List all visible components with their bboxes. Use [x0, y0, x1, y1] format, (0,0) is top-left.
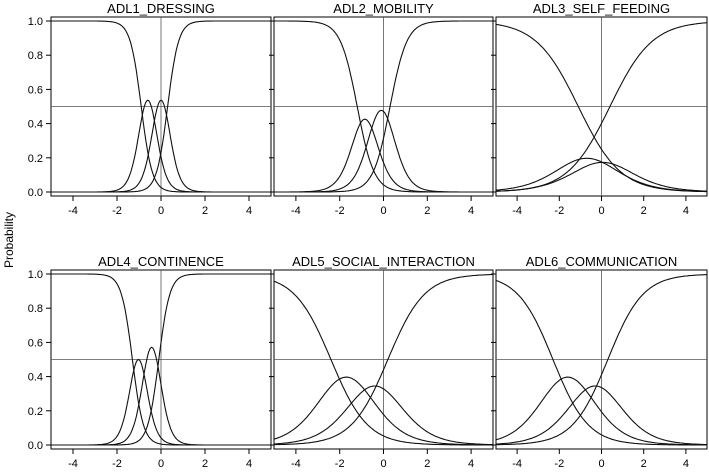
series-line-category-4	[496, 274, 708, 446]
x-tick-label: -4	[291, 458, 301, 470]
x-tick-label: -2	[335, 205, 345, 217]
x-tick-label: 4	[246, 205, 252, 217]
panel-adl6-communication: ADL6_COMMUNICATION -4 -2 0 2 4	[491, 254, 708, 470]
x-tick-label: 2	[641, 458, 647, 470]
y-tick-label: 0.8	[28, 50, 43, 62]
series-line-category-4	[273, 273, 494, 446]
y-tick-label: 0.4	[28, 372, 43, 384]
x-tick-label: 2	[202, 458, 208, 470]
series-line-category-4	[496, 22, 708, 192]
y-tick-label: 0.8	[28, 303, 43, 315]
y-axis-label: Probability	[2, 212, 16, 268]
y-tick-label: 0.6	[28, 337, 43, 349]
x-tick-label: 2	[641, 205, 647, 217]
x-tick-label: 0	[158, 458, 164, 470]
panel-adl5-social-interaction: ADL5_SOCIAL_INTERACTION -4 -2 0 2 4	[269, 254, 494, 470]
series-line-category-2	[273, 376, 493, 446]
x-tick-label: 4	[468, 205, 474, 217]
series-line-category-3	[274, 385, 493, 446]
series-line-category-2	[495, 376, 707, 446]
y-tick-label: 0.4	[28, 119, 43, 131]
x-tick-label: -2	[554, 458, 564, 470]
x-tick-label: 4	[468, 458, 474, 470]
x-tick-label: -4	[68, 205, 78, 217]
x-tick-label: -4	[512, 205, 522, 217]
y-tick-label: 0.2	[28, 153, 43, 165]
panel-adl1-dressing: ADL1_DRESSING -4 -2 0 2 4 0.0 0.2 0.4 0.6 0.8 1.0	[28, 1, 272, 217]
panel-title: ADL6_COMMUNICATION	[526, 254, 677, 269]
series-line-category-4	[274, 20, 493, 193]
x-tick-label: 4	[683, 205, 689, 217]
y-tick-label: 0.0	[28, 440, 43, 452]
y-tick-label: 0.2	[28, 406, 43, 418]
x-tick-label: -2	[112, 205, 122, 217]
x-tick-label: 0	[380, 458, 386, 470]
panel-title: ADL1_DRESSING	[107, 1, 215, 16]
y-tick-label: 1.0	[28, 269, 43, 281]
panel-title: ADL4_CONTINENCE	[98, 254, 224, 269]
x-tick-label: -2	[335, 458, 345, 470]
x-tick-label: -2	[112, 458, 122, 470]
series-line-category-4	[51, 273, 271, 446]
x-tick-label: -4	[512, 458, 522, 470]
panel-title: ADL3_SELF_FEEDING	[533, 1, 670, 16]
series-line-category-4	[51, 20, 271, 193]
panel-adl3-self-feeding: ADL3_SELF_FEEDING -4 -2 0 2 4	[491, 1, 708, 217]
x-tick-label: -2	[554, 205, 564, 217]
x-tick-label: -4	[291, 205, 301, 217]
x-tick-label: 0	[598, 458, 604, 470]
x-tick-label: -4	[68, 458, 78, 470]
series-line-category-3	[495, 385, 707, 446]
x-tick-label: 2	[202, 205, 208, 217]
x-tick-label: 2	[424, 458, 430, 470]
panel-title: ADL5_SOCIAL_INTERACTION	[292, 254, 475, 269]
x-tick-label: 4	[683, 458, 689, 470]
x-tick-label: 4	[246, 458, 252, 470]
series-line-category-1	[273, 280, 493, 446]
panel-title: ADL2_MOBILITY	[333, 1, 434, 16]
x-tick-label: 0	[158, 205, 164, 217]
y-tick-label: 1.0	[28, 16, 43, 28]
x-tick-label: 0	[380, 205, 386, 217]
x-tick-label: 0	[598, 205, 604, 217]
panel-adl2-mobility: ADL2_MOBILITY -4 -2 0 2 4	[269, 1, 494, 217]
y-tick-label: 0.6	[28, 84, 43, 96]
y-tick-label: 0.0	[28, 187, 43, 199]
panel-adl4-continence: ADL4_CONTINENCE -4 -2 0 2 4 0.0 0.2 0.4 0.6 0.8 1.0	[28, 254, 272, 470]
series-line-category-1	[495, 279, 707, 446]
x-tick-label: 2	[424, 205, 430, 217]
